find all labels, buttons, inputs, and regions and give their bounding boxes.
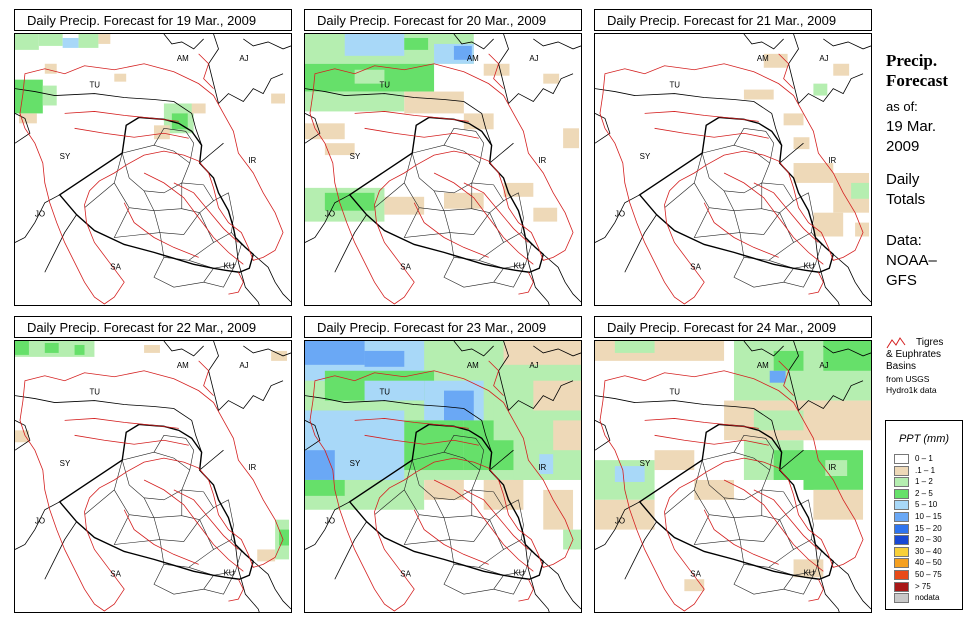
legend-swatch — [894, 488, 909, 499]
sidebar-title-line1: Precip. — [886, 51, 938, 70]
legend-swatch — [894, 512, 909, 522]
legend-item: 30 – 40 — [894, 546, 960, 558]
legend-swatch — [894, 581, 909, 592]
panel-title: Daily Precip. Forecast for 23 Mar., 2009 — [304, 316, 582, 338]
legend-swatch — [894, 593, 909, 604]
legend-label: nodata — [915, 593, 940, 603]
legend-swatch — [894, 523, 909, 534]
legend-label: 20 – 30 — [915, 535, 942, 545]
legend-item: nodata — [894, 593, 960, 604]
legend-swatch — [894, 558, 909, 569]
forecast-panel-21-mar: Daily Precip. Forecast for 21 Mar., 2009 — [594, 9, 872, 306]
sidebar-data-source: Data: NOAA– GFS — [886, 231, 937, 291]
precip-map — [14, 340, 292, 613]
legend-label: 30 – 40 — [915, 546, 942, 556]
legend-item: 20 – 30 — [894, 535, 960, 546]
precip-map — [594, 340, 872, 613]
panel-title: Daily Precip. Forecast for 24 Mar., 2009 — [594, 316, 872, 338]
red-line-icon — [886, 337, 906, 349]
legend-label: 2 – 5 — [915, 488, 933, 498]
basin-line1: Tigres — [916, 337, 944, 348]
sidebar-title: Precip. Forecast — [886, 51, 948, 91]
legend-swatch — [894, 465, 909, 476]
precip-map — [14, 33, 292, 306]
forecast-panel-22-mar: Daily Precip. Forecast for 22 Mar., 2009 — [14, 316, 292, 613]
sidebar-asof: as of: 19 Mar. 2009 — [886, 97, 936, 157]
precip-map — [304, 340, 582, 613]
data-line2: NOAA– — [886, 252, 937, 269]
basin-line2: & Euphrates — [886, 349, 942, 360]
panel-title: Daily Precip. Forecast for 19 Mar., 2009 — [14, 9, 292, 31]
asof-label: as of: — [886, 99, 918, 114]
forecast-panel-24-mar: Daily Precip. Forecast for 24 Mar., 2009 — [594, 316, 872, 613]
totals-line2: Totals — [886, 191, 926, 208]
legend-item: > 75 — [894, 581, 960, 593]
legend-item: 50 – 75 — [894, 570, 960, 581]
asof-year: 2009 — [886, 138, 920, 155]
legend-item: 1 – 2 — [894, 477, 960, 488]
legend-label: 1 – 2 — [915, 477, 933, 487]
forecast-panel-20-mar: Daily Precip. Forecast for 20 Mar., 2009 — [304, 9, 582, 306]
precip-map — [304, 33, 582, 306]
asof-date: 19 Mar. — [886, 118, 937, 135]
totals-line1: Daily — [886, 171, 920, 188]
data-line1: Data: — [886, 232, 922, 249]
legend-swatch — [894, 535, 909, 546]
legend-label: 40 – 50 — [915, 558, 942, 568]
panel-title: Daily Precip. Forecast for 21 Mar., 2009 — [594, 9, 872, 31]
sidebar-title-line2: Forecast — [886, 71, 948, 90]
legend-label: > 75 — [915, 581, 931, 591]
legend-label: 5 – 10 — [915, 500, 938, 510]
panel-title: Daily Precip. Forecast for 22 Mar., 2009 — [14, 316, 292, 338]
legend-item: 10 – 15 — [894, 512, 960, 523]
legend-title: PPT (mm) — [898, 433, 950, 445]
data-line3: GFS — [886, 272, 917, 289]
basin-line5: Hydro1k data — [886, 385, 937, 395]
legend-item: .1 – 1 — [894, 465, 960, 477]
sidebar-totals: Daily Totals — [886, 170, 925, 210]
legend-swatch — [894, 454, 909, 464]
legend-label: 0 – 1 — [915, 454, 933, 463]
legend-label: 15 – 20 — [915, 523, 942, 533]
panel-title: Daily Precip. Forecast for 20 Mar., 2009 — [304, 9, 582, 31]
legend-item: 5 – 10 — [894, 500, 960, 511]
legend-label: 50 – 75 — [915, 570, 942, 579]
legend-swatch — [894, 570, 909, 580]
legend-item: 15 – 20 — [894, 523, 960, 535]
forecast-panel-23-mar: Daily Precip. Forecast for 23 Mar., 2009 — [304, 316, 582, 613]
precip-map — [594, 33, 872, 306]
legend-item: 2 – 5 — [894, 488, 960, 500]
forecast-panel-19-mar: Daily Precip. Forecast for 19 Mar., 2009 — [14, 9, 292, 306]
legend-swatch — [894, 477, 909, 488]
legend-swatch — [894, 500, 909, 511]
legend-item: 0 – 1 — [894, 454, 960, 465]
legend-label: 10 – 15 — [915, 512, 942, 521]
basin-line3: Basins — [886, 361, 917, 372]
legend-swatch — [894, 546, 909, 557]
legend-item: 40 – 50 — [894, 558, 960, 569]
basin-line4: from USGS — [886, 374, 930, 384]
legend-label: .1 – 1 — [915, 465, 936, 475]
